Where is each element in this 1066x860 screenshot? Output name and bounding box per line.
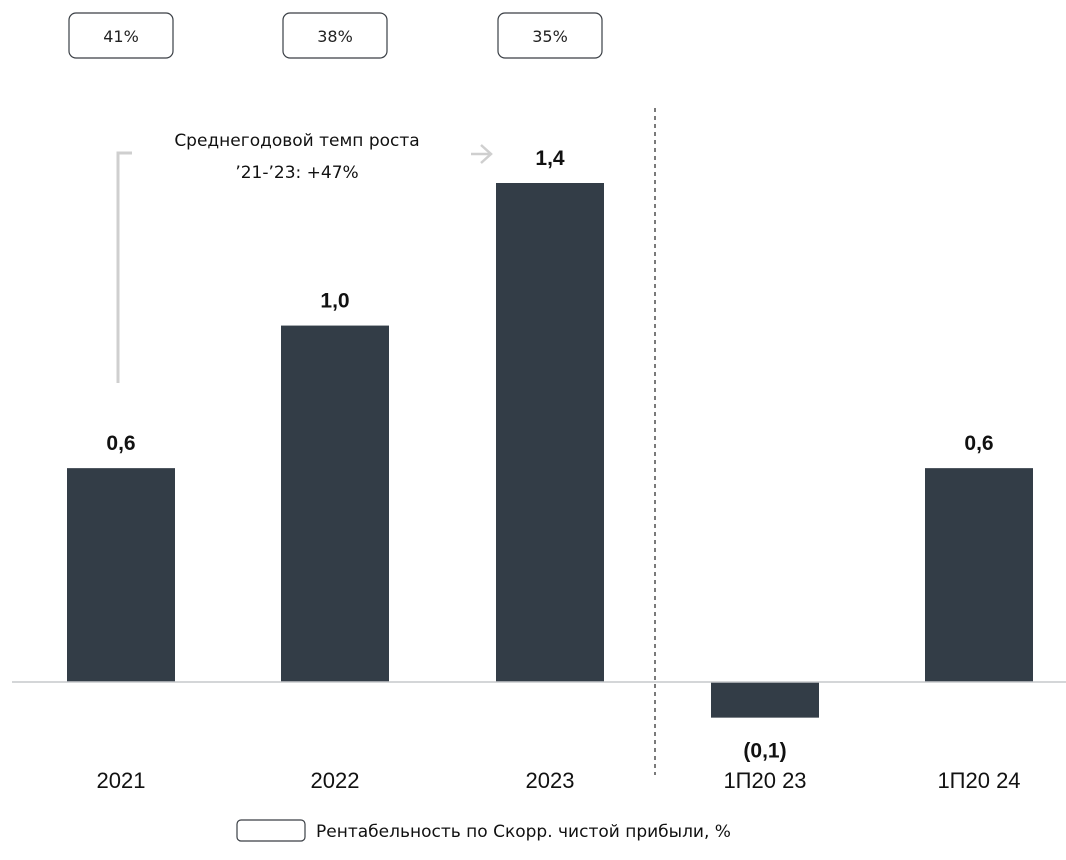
legend-swatch bbox=[236, 819, 306, 842]
value-label: 0,6 bbox=[964, 432, 993, 455]
value-label: (0,1) bbox=[743, 740, 786, 763]
legend-label: Рентабельность по Скорр. чистой прибыли,… bbox=[316, 822, 731, 842]
value-label: 1,4 bbox=[535, 147, 565, 170]
margin-value: 41% bbox=[103, 27, 139, 46]
bar-2022 bbox=[281, 325, 389, 682]
margin-box: 35% bbox=[497, 12, 603, 59]
cagr-line1: Среднегодовой темп роста bbox=[174, 131, 419, 151]
category-labels: 2021 2022 2023 1П20 23 1П20 24 bbox=[97, 768, 1021, 793]
margin-box: 41% bbox=[68, 12, 174, 59]
legend: Рентабельность по Скорр. чистой прибыли,… bbox=[236, 819, 731, 842]
margin-boxes: 41% 38% 35% bbox=[68, 12, 603, 59]
bar-2021 bbox=[67, 468, 175, 682]
cagr-bracket bbox=[116, 151, 132, 383]
category-label: 2022 bbox=[311, 768, 360, 793]
cagr-arrow-icon bbox=[471, 144, 493, 164]
margin-value: 35% bbox=[532, 27, 568, 46]
bar-1П2024 bbox=[925, 468, 1033, 682]
category-label: 2023 bbox=[526, 768, 575, 793]
bar-1П2023 bbox=[711, 682, 819, 718]
cagr-line2: ’21-’23: +47% bbox=[235, 163, 358, 183]
cagr-annotation: Среднегодовой темп роста ’21-’23: +47% bbox=[116, 131, 493, 383]
margin-box: 38% bbox=[282, 12, 388, 59]
margin-box-frame bbox=[68, 12, 174, 59]
bars bbox=[67, 183, 1033, 718]
bar-2023 bbox=[496, 183, 604, 682]
margin-value: 38% bbox=[317, 27, 353, 46]
value-label: 0,6 bbox=[106, 432, 135, 455]
value-label: 1,0 bbox=[320, 290, 349, 313]
category-label: 1П20 24 bbox=[937, 768, 1020, 793]
margin-box-frame bbox=[282, 12, 388, 59]
margin-box-frame bbox=[497, 12, 603, 59]
category-label: 2021 bbox=[97, 768, 146, 793]
value-labels: 0,6 1,0 1,4 (0,1) 0,6 bbox=[106, 147, 993, 763]
category-label: 1П20 23 bbox=[723, 768, 806, 793]
